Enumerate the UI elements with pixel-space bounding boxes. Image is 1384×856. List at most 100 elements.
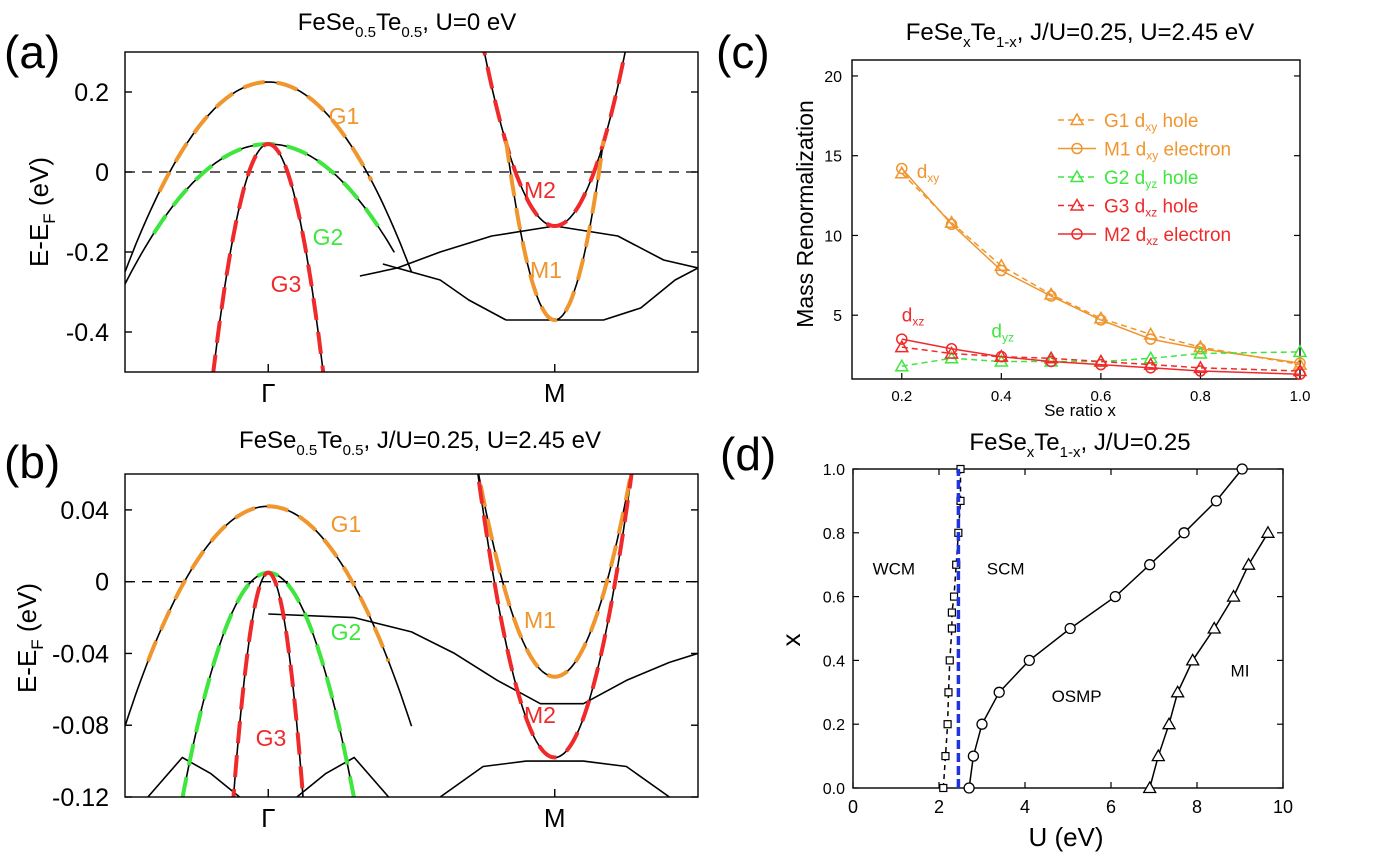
data-point [1194,365,1207,377]
boundary-osmp-mi-boundary [1148,532,1269,789]
data-point [967,750,980,762]
band-label-g3: G3 [271,271,302,297]
x-tick-label: 4 [1020,797,1030,817]
band-m-bottom [439,760,670,797]
panel-c-title: FeSexTe1-x, J/U=0.25, U=2.45 eV [906,19,1255,51]
data-point [1161,716,1177,730]
data-point [1194,342,1207,355]
y-tick-label: -0.2 [66,239,109,267]
band-label-m2: M2 [524,702,556,728]
band-g-low-left [147,756,241,797]
orbital-annotation: dyz [991,322,1014,345]
series-line-m1-dxy-electron [901,168,1301,364]
panelB-frame [124,473,699,798]
panelB-curves [125,474,698,797]
region-label-wcm: WCM [873,559,915,578]
data-point [1292,344,1308,358]
data-point [1144,362,1157,374]
data-point [1095,358,1107,371]
y-tick-label: 1.0 [823,462,845,479]
band-label-g2: G2 [331,619,362,645]
panel-d: (d) FeSexTe1-x, J/U=0.25 x U (eV) 0 2 4 6 8 1… [720,428,1293,852]
band-g1-fit [146,504,391,663]
data-point [1193,345,1208,359]
panel-b: (b) FeSe0.5Te0.5, J/U=0.25, U=2.45 eV E-… [4,427,699,833]
band-g2-dft [125,143,395,285]
y-tick-label: 0.0 [823,781,845,798]
data-point [1109,590,1121,603]
band-g2-fit [180,570,356,797]
panelA-frame [124,51,699,373]
band-g3-fit [211,141,326,372]
legend-marker [1071,142,1083,155]
legend-marker [1071,228,1083,240]
data-point [1185,653,1200,666]
data-point [1023,654,1035,667]
data-point [995,264,1008,277]
legend-marker [1069,197,1085,211]
data-point [1151,748,1166,762]
x-tick-label: 6 [1106,797,1116,817]
data-point [1170,684,1185,698]
band-m1-fit [476,474,633,679]
orbital-annotation: dxz [902,306,925,329]
legend-label: G3 dxz hole [1104,197,1198,220]
data-point [896,333,908,345]
x-tick-label: M [544,803,566,833]
x-tick-label: 2 [934,797,944,817]
legend-marker [1069,169,1085,183]
data-point [896,162,908,175]
x-tick-label: 0.8 [1190,388,1211,405]
panel-c: (c) FeSexTe1-x, J/U=0.25, U=2.45 eV Mass… [716,19,1310,420]
band-g1-dft [125,81,413,273]
y-tick-label: 0.8 [823,526,845,543]
data-point [976,718,988,730]
data-point [1045,355,1057,368]
y-tick-label: 0.4 [823,653,845,670]
data-point [1193,339,1208,353]
x-tick-label: Γ [261,803,275,833]
region-label-scm: SCM [987,559,1025,578]
data-point [1142,780,1157,794]
band-label-m2: M2 [524,177,556,203]
panel-d-ylabel: x [776,634,806,647]
band-g-low [382,263,507,321]
data-point [1236,463,1248,475]
panel-a-label: (a) [4,26,60,78]
legend-label: M2 dxz electron [1104,225,1231,248]
x-tick-label: Γ [261,378,275,408]
data-point [945,656,954,665]
band-m1-fit [504,140,606,323]
legend-label: M1 dxy electron [1104,140,1231,163]
data-point [947,624,957,633]
data-point [1045,290,1057,302]
data-point [941,751,950,761]
data-point [1294,368,1306,380]
data-point [945,342,958,355]
band-m2-fit [482,52,628,229]
data-point [1241,557,1256,570]
panel-c-xlabel: Se ratio x [1044,401,1116,420]
data-point [1226,589,1241,602]
panel-c-label: (c) [716,26,770,78]
y-tick-label: 5 [833,308,842,325]
x-tick-label: 0.2 [891,388,912,405]
band-g3-fit [231,570,306,797]
data-point [945,218,958,231]
panel-c-frame [851,59,1301,380]
band-g1-fit [157,79,374,193]
x-tick-label: 10 [1273,797,1293,817]
legend-label: G2 dyz hole [1104,168,1198,191]
data-point [1207,621,1222,634]
panel-d-plot: 0 2 4 6 8 10 0.0 0.2 0.4 0.6 0.8 1.0 WCM SCM OSMP MI [823,462,1293,817]
data-point [995,350,1008,363]
region-label-mi: MI [1231,661,1250,680]
legend-marker [1069,112,1085,126]
panel-b-title: FeSe0.5Te0.5, J/U=0.25, U=2.45 eV [239,427,601,459]
panel-a: (a) FeSe0.5Te0.5, U=0 eV E-EF (eV) 0.2 0 -… [4,9,699,408]
data-point [1095,314,1107,326]
band-label-m1: M1 [524,607,556,633]
band-m-low [506,267,698,321]
data-point [1093,310,1109,324]
